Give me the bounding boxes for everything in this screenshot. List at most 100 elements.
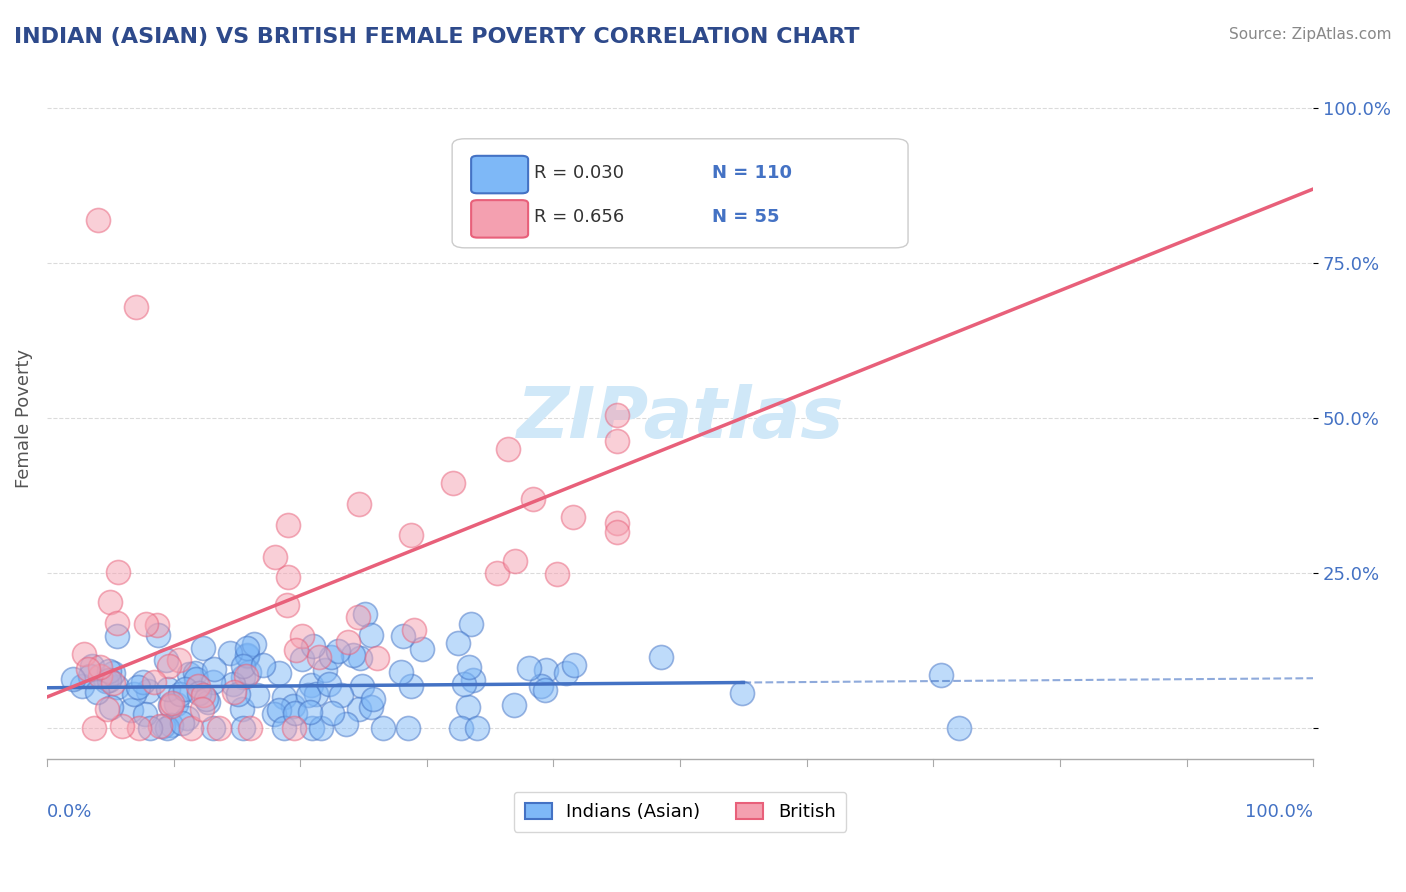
Point — [264, 550, 287, 565]
Point — [86, 213, 108, 227]
Point — [177, 667, 200, 681]
Point — [505, 554, 527, 568]
Point — [321, 706, 343, 720]
Point — [236, 649, 259, 664]
Point — [101, 676, 124, 690]
Point — [330, 688, 353, 702]
Point — [238, 665, 260, 680]
Point — [155, 653, 177, 667]
Point — [269, 703, 291, 717]
Point — [97, 673, 120, 687]
Point — [79, 668, 101, 682]
Point — [160, 717, 183, 731]
Text: Source: ZipAtlas.com: Source: ZipAtlas.com — [1229, 27, 1392, 42]
Point — [160, 696, 183, 710]
Point — [366, 651, 388, 665]
Point — [352, 679, 374, 693]
Point — [208, 721, 231, 735]
Point — [347, 497, 370, 511]
Point — [360, 627, 382, 641]
Point — [284, 643, 307, 657]
Point — [156, 721, 179, 735]
Point — [361, 692, 384, 706]
Point — [159, 698, 181, 712]
Point — [187, 686, 209, 700]
FancyBboxPatch shape — [471, 200, 529, 237]
Point — [146, 617, 169, 632]
Point — [132, 675, 155, 690]
Point — [297, 688, 319, 702]
Point — [291, 629, 314, 643]
Point — [404, 623, 426, 637]
Point — [401, 679, 423, 693]
Point — [70, 679, 93, 693]
Point — [335, 716, 357, 731]
Point — [496, 442, 519, 456]
Point — [503, 698, 526, 712]
Point — [929, 668, 952, 682]
Point — [232, 659, 254, 673]
Point — [457, 699, 479, 714]
Point — [135, 617, 157, 632]
Point — [291, 652, 314, 666]
Point — [562, 658, 585, 673]
Point — [128, 721, 150, 735]
Point — [399, 528, 422, 542]
Point — [232, 721, 254, 735]
Point — [139, 721, 162, 735]
Text: N = 55: N = 55 — [711, 208, 779, 227]
Point — [98, 595, 121, 609]
Point — [148, 719, 170, 733]
Point — [167, 653, 190, 667]
Point — [309, 721, 332, 735]
Point — [299, 678, 322, 692]
Point — [353, 607, 375, 621]
Point — [157, 659, 180, 673]
Point — [222, 677, 245, 691]
Point — [606, 408, 628, 422]
Point — [396, 721, 419, 735]
Point — [103, 666, 125, 681]
Point — [197, 695, 219, 709]
Point — [460, 617, 482, 632]
Point — [467, 721, 489, 735]
Point — [89, 669, 111, 683]
Point — [243, 636, 266, 650]
Point — [191, 640, 214, 655]
Point — [948, 721, 970, 735]
Point — [298, 706, 321, 720]
Point — [318, 677, 340, 691]
Point — [606, 516, 628, 530]
Point — [450, 721, 472, 735]
Point — [246, 688, 269, 702]
Point — [302, 639, 325, 653]
Point — [447, 636, 470, 650]
Text: R = 0.030: R = 0.030 — [534, 164, 624, 182]
Point — [105, 616, 128, 631]
Point — [554, 665, 576, 680]
Point — [522, 491, 544, 506]
Point — [606, 524, 628, 539]
Point — [731, 686, 754, 700]
Text: 0.0%: 0.0% — [46, 804, 93, 822]
Point — [373, 721, 395, 735]
Point — [319, 650, 342, 665]
Text: R = 0.656: R = 0.656 — [534, 208, 624, 227]
Point — [238, 721, 260, 735]
Point — [202, 721, 225, 735]
Point — [176, 711, 198, 725]
Point — [156, 681, 179, 696]
Point — [152, 719, 174, 733]
Point — [314, 663, 336, 677]
Point — [86, 685, 108, 699]
Point — [219, 646, 242, 660]
Point — [349, 702, 371, 716]
Point — [305, 687, 328, 701]
Point — [347, 610, 370, 624]
Point — [169, 687, 191, 701]
Point — [80, 659, 103, 673]
Point — [228, 687, 250, 701]
Point — [62, 673, 84, 687]
Point — [283, 721, 305, 735]
Point — [562, 510, 585, 524]
